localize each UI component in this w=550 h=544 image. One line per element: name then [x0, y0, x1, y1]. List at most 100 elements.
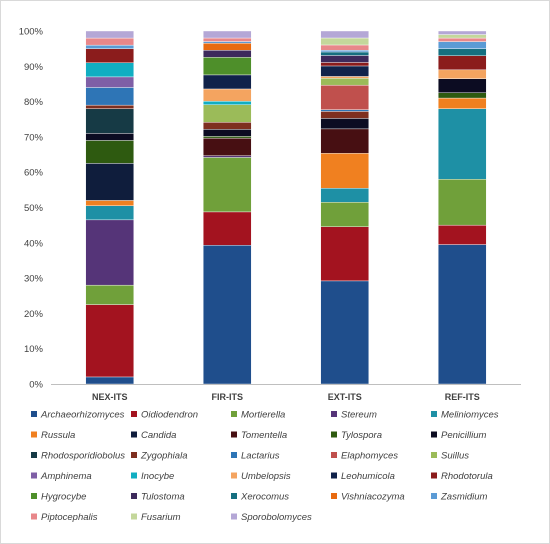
bar-segment-ref-its-tylospora	[438, 92, 487, 99]
y-tick-label: 40%	[24, 238, 44, 249]
y-axis: 0% 10% 20% 30% 40% 50% 60% 70% 80% 90% 100%	[19, 27, 44, 391]
bar-segment-ext-its-fusarium	[320, 37, 369, 46]
legend-label: Umbelopsis	[241, 471, 291, 482]
legend-item: Elaphomyces	[331, 451, 398, 462]
legend-label: Tomentella	[241, 430, 287, 441]
legend: Archaeorhizomyces Oidiodendron Mortierella…	[31, 410, 499, 523]
legend-item: Tulostoma	[131, 492, 185, 503]
legend-item: Suillus	[431, 451, 469, 462]
legend-item: Mortierella	[231, 410, 285, 421]
bar-segment-fir-its-leohumicola	[203, 74, 252, 90]
bar-segment-ext-its-lactarius	[320, 109, 369, 112]
legend-label: Vishniacozyma	[341, 492, 405, 503]
legend-swatch	[231, 472, 237, 479]
legend-swatch	[231, 411, 237, 417]
bar-segment-nex-its-amphinema	[85, 76, 134, 88]
legend-swatch	[331, 411, 337, 417]
legend-label: Rhodotorula	[441, 471, 493, 482]
bar-segment-fir-its-stereum	[203, 155, 252, 158]
bar-segment-nex-its-mortierella	[85, 284, 134, 305]
y-tick-label: 90%	[24, 62, 44, 73]
y-tick-label: 70%	[24, 132, 44, 143]
bar-segment-ext-its-umbelopsis	[320, 76, 369, 79]
bar-segment-fir-its-penicillium	[203, 129, 252, 137]
legend-item: Meliniomyces	[431, 410, 499, 421]
legend-item: Rhodosporidiobolus	[31, 451, 125, 462]
legend-item: Zasmidium	[431, 492, 488, 503]
legend-label: Mortierella	[241, 410, 285, 421]
bar-segment-nex-its-penicillium	[85, 133, 134, 141]
legend-swatch	[31, 452, 37, 458]
legend-item: Umbelopsis	[231, 471, 291, 482]
legend-swatch	[131, 472, 137, 479]
bar-segment-ext-its-penicillium	[320, 118, 369, 130]
legend-label: Tylospora	[341, 430, 382, 441]
legend-item: Tomentella	[231, 430, 287, 441]
bar-segment-fir-its-inocybe	[203, 101, 252, 105]
bar-segment-ref-its-archaeorhizomyces	[438, 244, 487, 385]
legend-label: Inocybe	[141, 471, 174, 482]
bar-segment-ext-its-suillus	[320, 77, 369, 86]
legend-item: Xerocomus	[231, 492, 289, 503]
bar-segment-ref-its-zasmidium	[438, 41, 487, 49]
bar-segment-ref-its-penicillium	[438, 78, 487, 93]
legend-swatch	[131, 493, 137, 499]
legend-swatch	[231, 452, 237, 458]
legend-swatch	[31, 513, 37, 520]
y-tick-label: 100%	[19, 27, 44, 38]
legend-item: Penicillium	[431, 430, 486, 441]
bar-segment-ref-its-piptocephalis	[438, 37, 487, 42]
legend-item: Piptocephalis	[31, 512, 98, 523]
legend-swatch	[431, 452, 437, 458]
bar-segment-nex-its-russula	[85, 200, 134, 206]
legend-label: Leohumicola	[341, 471, 395, 482]
legend-label: Penicillium	[441, 430, 486, 441]
bar-segment-ref-its-rhodotorula	[438, 55, 487, 71]
legend-label: Oidiodendron	[141, 410, 198, 421]
bar-segment-nex-its-tylospora	[85, 140, 134, 164]
legend-swatch	[431, 431, 437, 438]
legend-swatch	[431, 411, 437, 417]
legend-item: Fusarium	[131, 512, 181, 523]
bar-segment-ext-its-leohumicola	[320, 65, 369, 77]
bar-segment-nex-its-lactarius	[85, 87, 134, 106]
legend-swatch	[431, 472, 437, 479]
bar-segment-ref-its-russula	[438, 97, 487, 109]
x-axis: NEX-ITS FIR-ITS EXT-ITS REF-ITS	[51, 384, 521, 402]
legend-label: Archaeorhizomyces	[40, 410, 125, 421]
bar-segment-ext-its-xerocomus	[320, 51, 369, 56]
bar-segment-fir-its-zygophiala	[203, 122, 252, 130]
legend-swatch	[31, 431, 37, 438]
legend-label: Fusarium	[141, 512, 181, 523]
legend-item: Hygrocybe	[31, 492, 86, 503]
legend-label: Zasmidium	[440, 492, 488, 503]
bar-segment-ref-its-sporobolomyces	[438, 30, 487, 35]
legend-label: Piptocephalis	[41, 512, 98, 523]
bar-segment-ext-its-sporobolomyces	[320, 30, 369, 39]
bar-segment-ext-its-meliniomyces	[320, 188, 369, 203]
legend-swatch	[131, 452, 137, 458]
bar-segment-fir-its-piptocephalis	[203, 37, 252, 42]
bar-segment-ext-its-russula	[320, 153, 369, 189]
legend-label: Meliniomyces	[441, 410, 499, 421]
bar-segment-ext-its-zygophiala	[320, 111, 369, 119]
legend-label: Sporobolomyces	[241, 512, 312, 523]
legend-label: Xerocomus	[240, 492, 289, 503]
legend-swatch	[131, 431, 137, 438]
bar-segment-ext-its-zasmidium	[320, 50, 369, 53]
bar-segment-ext-its-tomentella	[320, 128, 369, 154]
legend-item: Oidiodendron	[131, 410, 198, 421]
bar-segment-fir-its-archaeorhizomyces	[203, 245, 252, 385]
bar-segment-fir-its-tulostoma	[203, 50, 252, 58]
bar-segment-ext-its-oidiodendron	[320, 226, 369, 282]
legend-label: Amphinema	[40, 471, 92, 482]
legend-item: Lactarius	[231, 451, 280, 462]
bar-segment-ref-its-mortierella	[438, 179, 487, 226]
bar-segment-ext-its-mortierella	[320, 202, 369, 227]
legend-swatch	[131, 411, 137, 417]
legend-item: Leohumicola	[331, 471, 395, 482]
legend-item: Inocybe	[131, 471, 174, 482]
bar-segment-fir-its-mortierella	[203, 157, 252, 213]
legend-label: Stereum	[341, 410, 377, 421]
